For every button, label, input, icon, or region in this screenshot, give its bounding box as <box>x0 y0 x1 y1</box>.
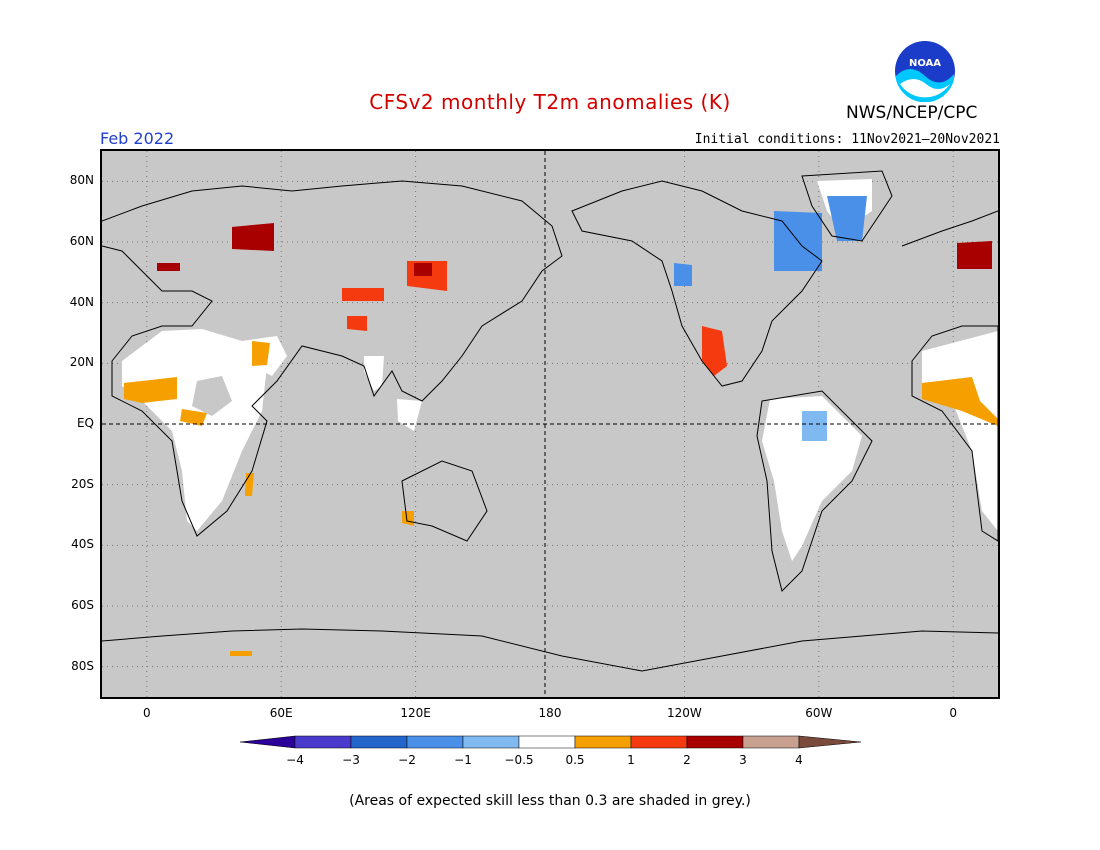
colorbar-high-arrow <box>798 735 862 749</box>
africa-low-skill-region <box>122 329 267 531</box>
coastlines <box>102 170 998 672</box>
colorbar-tick-label: 3 <box>739 753 747 767</box>
africa-grey-patch <box>192 376 232 416</box>
arabia-warm-anomaly <box>252 341 270 366</box>
australia-coastline <box>401 460 488 542</box>
lat-tick-label: 40N <box>69 294 94 309</box>
initial-conditions-label: Initial conditions: 11Nov2021–20Nov2021 <box>694 132 1000 147</box>
antarctica-coastline <box>102 628 998 672</box>
agency-label: NWS/NCEP/CPC <box>846 103 978 123</box>
central-asia-warm-anomaly <box>342 288 384 301</box>
colorbar-tick-label: 1 <box>627 753 635 767</box>
anomaly-patches <box>124 196 998 656</box>
amazon-cool-anomaly <box>802 411 827 441</box>
africa-europe-coastline <box>102 180 563 537</box>
chart-title: CFSv2 monthly T2m anomalies (K) <box>369 90 731 114</box>
africa-east-copy-low-skill-region <box>922 331 998 531</box>
north-america-coastline <box>571 180 823 387</box>
antarctica-warm-anomaly <box>230 651 252 656</box>
colorbar-segment <box>462 735 520 749</box>
colorbar-segment <box>574 735 632 749</box>
greenland-cool-anomaly <box>827 196 867 241</box>
colorbar-segment <box>294 735 352 749</box>
lon-tick-label: 120E <box>400 706 431 720</box>
colorbar <box>240 735 862 749</box>
africa-copy-coastline <box>911 325 998 542</box>
colorbar-tick-label: −3 <box>342 753 360 767</box>
lat-tick-label: 40S <box>71 537 94 552</box>
mexico-warm-anomaly <box>702 326 727 376</box>
colorbar-tick-label: 0.5 <box>565 753 585 767</box>
colorbar-tick-label: 4 <box>795 753 803 767</box>
lon-tick-label: 0 <box>949 706 957 720</box>
scandinavia-copy-hot-anomaly <box>957 241 992 269</box>
greenland-coastline <box>801 170 893 242</box>
colorbar-tick-label: −2 <box>398 753 416 767</box>
lon-tick-label: 60E <box>269 706 293 720</box>
skill-footnote: (Areas of expected skill less than 0.3 a… <box>349 793 751 809</box>
australia-warm-anomaly <box>402 511 414 526</box>
east-africa-copy-warm-anomaly <box>922 377 998 426</box>
west-africa-warm-anomaly <box>124 377 177 403</box>
lat-tick-label: 80S <box>71 658 94 673</box>
lon-tick-label: 180 <box>538 706 562 720</box>
lat-tick-label: 80N <box>69 173 94 188</box>
lat-tick-label: 60S <box>71 598 94 612</box>
colorbar-segment <box>686 735 744 749</box>
map-area <box>100 149 1000 699</box>
scandinavia-hot-anomaly <box>157 263 180 271</box>
western-us-cool-anomaly <box>674 263 692 286</box>
lon-tick-label: 60W <box>805 706 833 720</box>
forecast-month-label: Feb 2022 <box>100 129 175 148</box>
lon-tick-label: 120W <box>667 706 702 720</box>
graticule <box>102 151 998 697</box>
anomaly-map <box>102 151 998 697</box>
lat-tick-label: EQ <box>76 416 94 430</box>
colorbar-tick-label: −4 <box>286 753 304 767</box>
se-asia-low-skill-region <box>397 399 422 431</box>
colorbar-tick-label: −0.5 <box>504 753 534 767</box>
europe-copy-coastline <box>901 210 998 247</box>
manchuria-hot-anomaly <box>414 263 432 276</box>
lon-tick-label: 0 <box>142 706 151 720</box>
colorbar-segment <box>518 735 576 749</box>
colorbar-segment <box>350 735 408 749</box>
south-america-coastline <box>756 390 873 592</box>
colorbar-low-arrow <box>240 735 296 749</box>
russia-hot-anomaly <box>232 223 274 251</box>
lat-tick-label: 20N <box>69 355 94 370</box>
lat-tick-label: 20S <box>71 476 94 491</box>
india-low-skill-region <box>364 356 384 391</box>
noaa-logo: NOAA <box>895 41 955 102</box>
colorbar-segment <box>406 735 464 749</box>
logo-text: NOAA <box>909 58 941 69</box>
east-africa-warm-anomaly <box>180 409 207 426</box>
colorbar-tick-label: −1 <box>454 753 472 767</box>
colorbar-tick-label: 2 <box>683 753 691 767</box>
madagascar-warm-anomaly <box>245 473 254 496</box>
colorbar-segment <box>630 735 688 749</box>
china-warm-anomaly <box>347 316 367 331</box>
south-america-low-skill-region <box>762 396 862 561</box>
colorbar-segment <box>742 735 800 749</box>
lat-tick-label: 60N <box>69 234 94 248</box>
